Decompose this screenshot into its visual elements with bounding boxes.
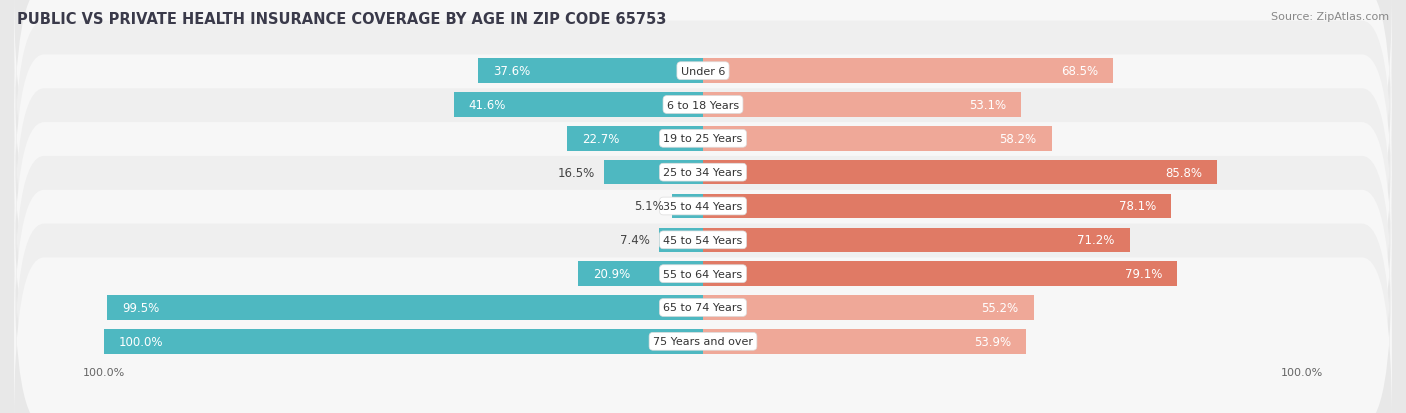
FancyBboxPatch shape xyxy=(14,256,1392,413)
Bar xyxy=(605,161,703,185)
Text: 35 to 44 Years: 35 to 44 Years xyxy=(664,202,742,211)
Text: 7.4%: 7.4% xyxy=(620,234,650,247)
Text: 79.1%: 79.1% xyxy=(1125,268,1161,280)
Bar xyxy=(658,228,703,252)
Bar xyxy=(703,127,1052,151)
FancyBboxPatch shape xyxy=(14,121,1392,292)
Bar xyxy=(703,296,1033,320)
Bar xyxy=(478,59,703,84)
Text: 5.1%: 5.1% xyxy=(634,200,664,213)
Bar xyxy=(672,195,703,218)
Text: 6 to 18 Years: 6 to 18 Years xyxy=(666,100,740,110)
Text: 19 to 25 Years: 19 to 25 Years xyxy=(664,134,742,144)
Text: Source: ZipAtlas.com: Source: ZipAtlas.com xyxy=(1271,12,1389,22)
Text: 45 to 54 Years: 45 to 54 Years xyxy=(664,235,742,245)
Bar xyxy=(703,228,1129,252)
Text: 37.6%: 37.6% xyxy=(492,65,530,78)
Text: 16.5%: 16.5% xyxy=(558,166,595,179)
Text: 85.8%: 85.8% xyxy=(1166,166,1202,179)
FancyBboxPatch shape xyxy=(14,189,1392,359)
Text: 53.9%: 53.9% xyxy=(974,335,1011,348)
FancyBboxPatch shape xyxy=(14,54,1392,224)
Bar xyxy=(104,329,703,354)
FancyBboxPatch shape xyxy=(14,20,1392,190)
FancyBboxPatch shape xyxy=(14,0,1392,157)
FancyBboxPatch shape xyxy=(14,223,1392,393)
Text: 75 Years and over: 75 Years and over xyxy=(652,337,754,347)
Bar xyxy=(454,93,703,117)
Text: 100.0%: 100.0% xyxy=(120,335,163,348)
Bar xyxy=(703,329,1026,354)
Text: 55.2%: 55.2% xyxy=(981,301,1019,314)
Bar xyxy=(107,296,703,320)
Text: 25 to 34 Years: 25 to 34 Years xyxy=(664,168,742,178)
Text: 22.7%: 22.7% xyxy=(582,133,620,145)
Text: 41.6%: 41.6% xyxy=(468,99,506,112)
Text: 65 to 74 Years: 65 to 74 Years xyxy=(664,303,742,313)
Bar xyxy=(703,262,1177,286)
Text: 58.2%: 58.2% xyxy=(1000,133,1036,145)
Text: Under 6: Under 6 xyxy=(681,66,725,76)
Bar xyxy=(703,161,1218,185)
Text: 55 to 64 Years: 55 to 64 Years xyxy=(664,269,742,279)
Text: 78.1%: 78.1% xyxy=(1119,200,1156,213)
Text: 71.2%: 71.2% xyxy=(1077,234,1115,247)
Text: PUBLIC VS PRIVATE HEALTH INSURANCE COVERAGE BY AGE IN ZIP CODE 65753: PUBLIC VS PRIVATE HEALTH INSURANCE COVER… xyxy=(17,12,666,27)
FancyBboxPatch shape xyxy=(14,155,1392,325)
Text: 53.1%: 53.1% xyxy=(969,99,1007,112)
Text: 99.5%: 99.5% xyxy=(122,301,159,314)
FancyBboxPatch shape xyxy=(14,88,1392,258)
Bar xyxy=(567,127,703,151)
Text: 68.5%: 68.5% xyxy=(1062,65,1098,78)
Text: 20.9%: 20.9% xyxy=(593,268,630,280)
Bar xyxy=(578,262,703,286)
Bar xyxy=(703,59,1114,84)
Bar xyxy=(703,93,1021,117)
Bar xyxy=(703,195,1171,218)
